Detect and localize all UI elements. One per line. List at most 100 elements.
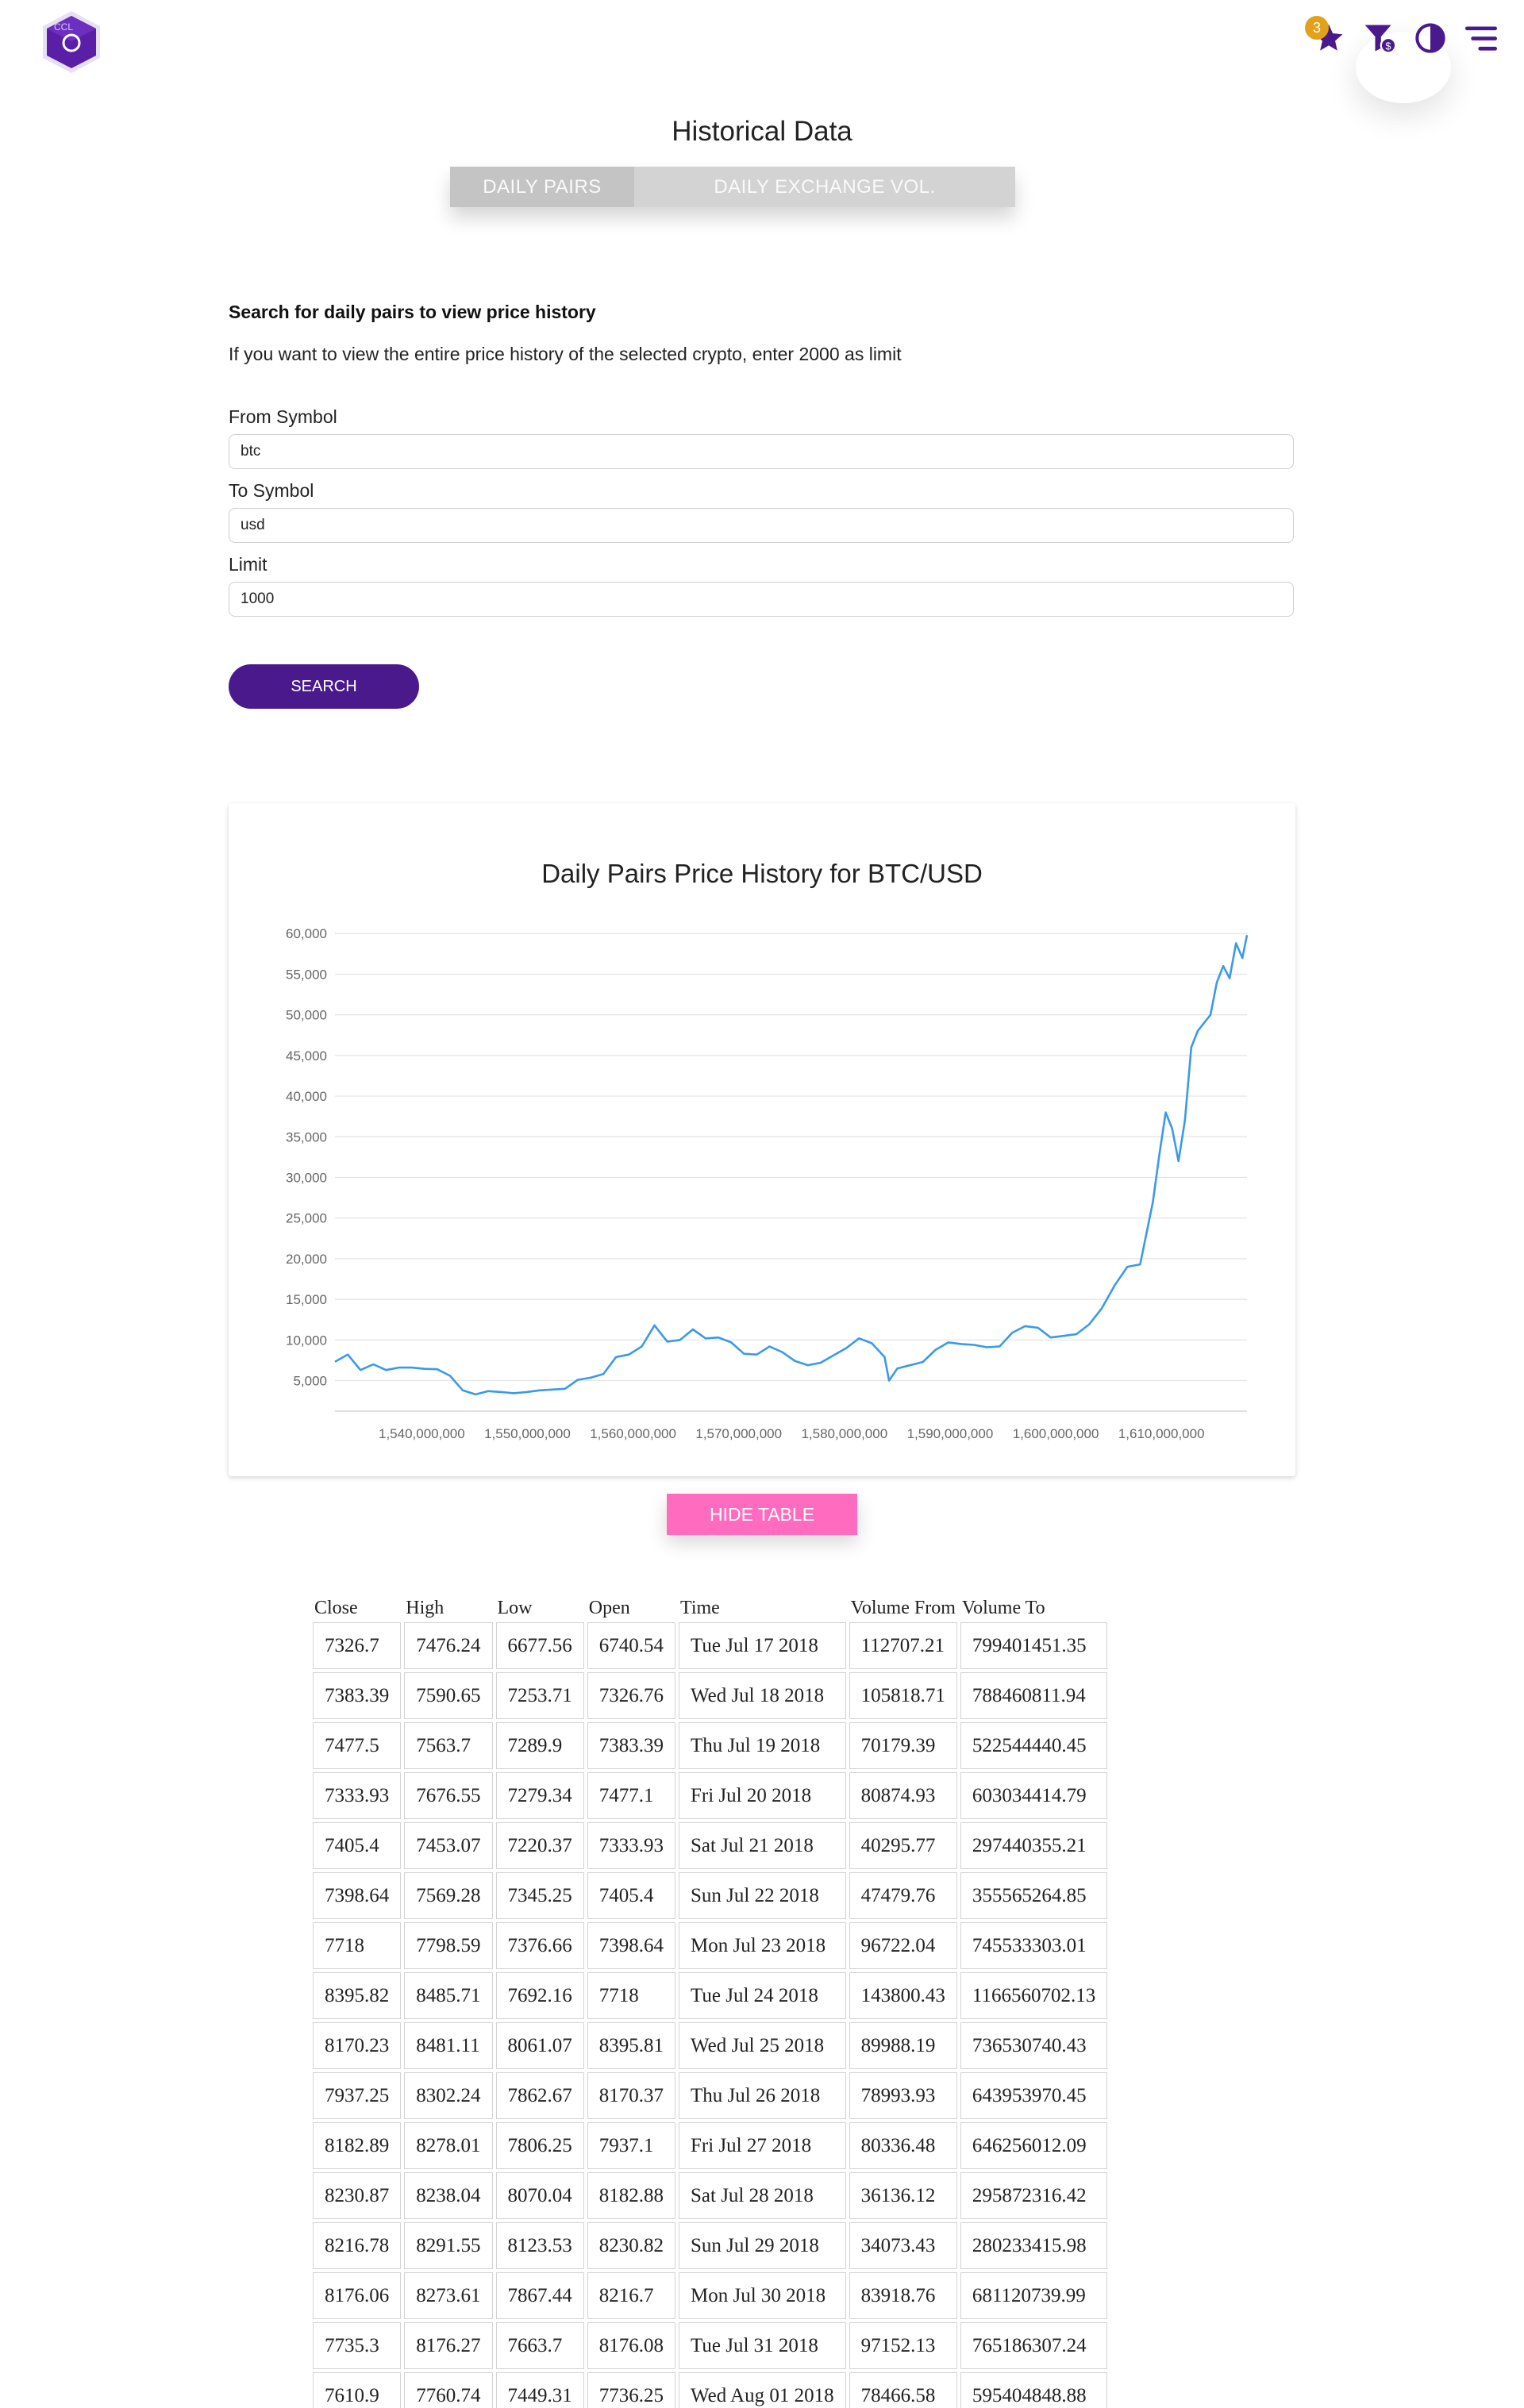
table-cell: 745533303.01	[960, 1922, 1108, 1969]
table-cell: 788460811.94	[960, 1672, 1108, 1719]
table-cell: 7345.25	[495, 1872, 584, 1919]
price-chart-card: Daily Pairs Price History for BTC/USD 5,0…	[229, 803, 1295, 1476]
search-button[interactable]: SEARCH	[229, 664, 419, 709]
tab-daily-pairs[interactable]: DAILY PAIRS	[450, 167, 634, 207]
table-cell: 34073.43	[849, 2222, 957, 2269]
y-tick-label: 60,000	[286, 926, 327, 941]
hide-table-button[interactable]: HIDE TABLE	[667, 1494, 857, 1535]
table-cell: 7376.66	[495, 1922, 584, 1969]
table-cell: 7676.55	[404, 1772, 493, 1819]
table-cell: 8176.27	[404, 2322, 493, 2369]
from-symbol-input[interactable]	[229, 434, 1294, 469]
table-cell: 7718	[313, 1922, 402, 1969]
table-cell: 8395.82	[313, 1972, 402, 2019]
table-cell: 7449.31	[495, 2372, 584, 2408]
table-row: 7735.3 8176.27 7663.7 8176.08 Tue Jul 31 201…	[313, 2322, 1108, 2369]
table-cell: 603034414.79	[960, 1772, 1108, 1819]
column-header: Volume From	[850, 1597, 956, 1618]
table-row: 7326.7 7476.24 6677.56 6740.54 Tue Jul 17 20…	[313, 1622, 1108, 1669]
column-header: Low	[497, 1597, 533, 1618]
x-tick-label: 1,580,000,000	[801, 1426, 887, 1441]
table-cell: 7405.4	[313, 1822, 402, 1869]
column-header: Volume To	[961, 1597, 1045, 1618]
table-cell: 7937.25	[313, 2072, 402, 2119]
table-row: 8182.89 8278.01 7806.25 7937.1 Fri Jul 27 20…	[313, 2122, 1108, 2169]
table-cell: Tue Jul 31 2018	[679, 2322, 846, 2369]
table-cell: 7383.39	[587, 1722, 675, 1769]
table-cell: 8170.37	[587, 2072, 675, 2119]
to-symbol-input[interactable]	[229, 508, 1294, 543]
table-cell: Tue Jul 24 2018	[679, 1972, 846, 2019]
tab-daily-exchange-vol[interactable]: DAILY EXCHANGE VOL.	[634, 167, 1015, 207]
table-cell: 8176.08	[587, 2322, 675, 2369]
table-cell: Wed Aug 01 2018	[679, 2372, 846, 2408]
star-icon	[1314, 24, 1343, 51]
currency-filter-button[interactable]: $	[1360, 19, 1399, 57]
table-cell: Thu Jul 26 2018	[679, 2072, 846, 2119]
table-cell: 8291.55	[404, 2222, 493, 2269]
table-cell: 80874.93	[849, 1772, 957, 1819]
contrast-icon	[1415, 23, 1445, 53]
page-title: Historical Data	[672, 116, 852, 147]
table-cell: 7610.9	[313, 2372, 402, 2408]
table-cell: 89988.19	[849, 2022, 957, 2069]
table-row: 8216.78 8291.55 8123.53 8230.82 Sun Jul 29 2…	[313, 2222, 1108, 2269]
favorites-count-badge: 3	[1305, 16, 1329, 40]
y-tick-label: 30,000	[286, 1170, 327, 1185]
table-row: 8176.06 8273.61 7867.44 8216.7 Mon Jul 30 20…	[313, 2272, 1108, 2319]
y-tick-label: 25,000	[286, 1211, 327, 1226]
table-header-row: Close High Low Open Time Volume From Volume To	[313, 1595, 1107, 1619]
table-cell: 8182.88	[587, 2172, 675, 2219]
hexagon-logo-icon[interactable]: CCL	[38, 8, 105, 75]
table-row: 7383.39 7590.65 7253.71 7326.76 Wed Jul 18 2…	[313, 1672, 1108, 1719]
table-cell: Wed Jul 25 2018	[679, 2022, 846, 2069]
table-cell: 70179.39	[849, 1722, 957, 1769]
price-table-wrapper: Close High Low Open Time Volume From Volume To…	[310, 1592, 1110, 2408]
x-tick-label: 1,550,000,000	[484, 1426, 571, 1441]
table-cell: 7326.76	[587, 1672, 675, 1719]
x-tick-label: 1,610,000,000	[1118, 1426, 1205, 1441]
column-header: Time	[680, 1597, 720, 1618]
table-row: 7610.9 7760.74 7449.31 7736.25 Wed Aug 01 20…	[313, 2372, 1108, 2408]
table-cell: 7477.5	[313, 1722, 402, 1769]
table-cell: Mon Jul 30 2018	[679, 2272, 846, 2319]
table-cell: 646256012.09	[960, 2122, 1108, 2169]
table-cell: 97152.13	[849, 2322, 957, 2369]
x-tick-label: 1,600,000,000	[1013, 1426, 1099, 1441]
table-cell: 7867.44	[495, 2272, 584, 2319]
table-cell: 8230.87	[313, 2172, 402, 2219]
table-cell: 7563.7	[404, 1722, 493, 1769]
table-cell: 765186307.24	[960, 2322, 1108, 2369]
search-form: Search for daily pairs to view price his…	[229, 302, 1294, 617]
table-cell: 7760.74	[404, 2372, 493, 2408]
table-cell: 7333.93	[587, 1822, 675, 1869]
table-cell: 112707.21	[849, 1622, 957, 1669]
price-history-chart: Daily Pairs Price History for BTC/USD 5,0…	[286, 859, 1249, 1441]
limit-input[interactable]	[229, 582, 1294, 617]
table-row: 7718 7798.59 7376.66 7398.64 Mon Jul 23 2018…	[313, 1922, 1108, 1969]
table-cell: 8302.24	[404, 2072, 493, 2119]
x-tick-label: 1,560,000,000	[590, 1426, 676, 1441]
table-cell: Thu Jul 19 2018	[679, 1722, 846, 1769]
table-cell: 8176.06	[313, 2272, 402, 2319]
table-cell: 47479.76	[849, 1872, 957, 1919]
menu-button[interactable]	[1462, 19, 1500, 57]
table-cell: 8182.89	[313, 2122, 402, 2169]
column-header: Open	[588, 1597, 630, 1618]
table-row: 7937.25 8302.24 7862.67 8170.37 Thu Jul 26 2…	[313, 2072, 1108, 2119]
table-cell: 7220.37	[495, 1822, 584, 1869]
table-cell: 8061.07	[495, 2022, 584, 2069]
price-table: Close High Low Open Time Volume From Volume To…	[310, 1592, 1110, 2408]
table-cell: 6677.56	[495, 1622, 584, 1669]
to-symbol-label: To Symbol	[229, 480, 314, 501]
table-cell: Sun Jul 29 2018	[679, 2222, 846, 2269]
theme-toggle-button[interactable]	[1411, 19, 1449, 57]
from-symbol-label: From Symbol	[229, 406, 337, 427]
table-cell: 595404848.88	[960, 2372, 1108, 2408]
table-cell: 7333.93	[313, 1772, 402, 1819]
table-row: 8170.23 8481.11 8061.07 8395.81 Wed Jul 25 2…	[313, 2022, 1108, 2069]
favorites-button[interactable]: 3	[1305, 16, 1348, 57]
table-cell: 80336.48	[849, 2122, 957, 2169]
y-tick-label: 45,000	[286, 1048, 327, 1064]
table-cell: 522544440.45	[960, 1722, 1108, 1769]
